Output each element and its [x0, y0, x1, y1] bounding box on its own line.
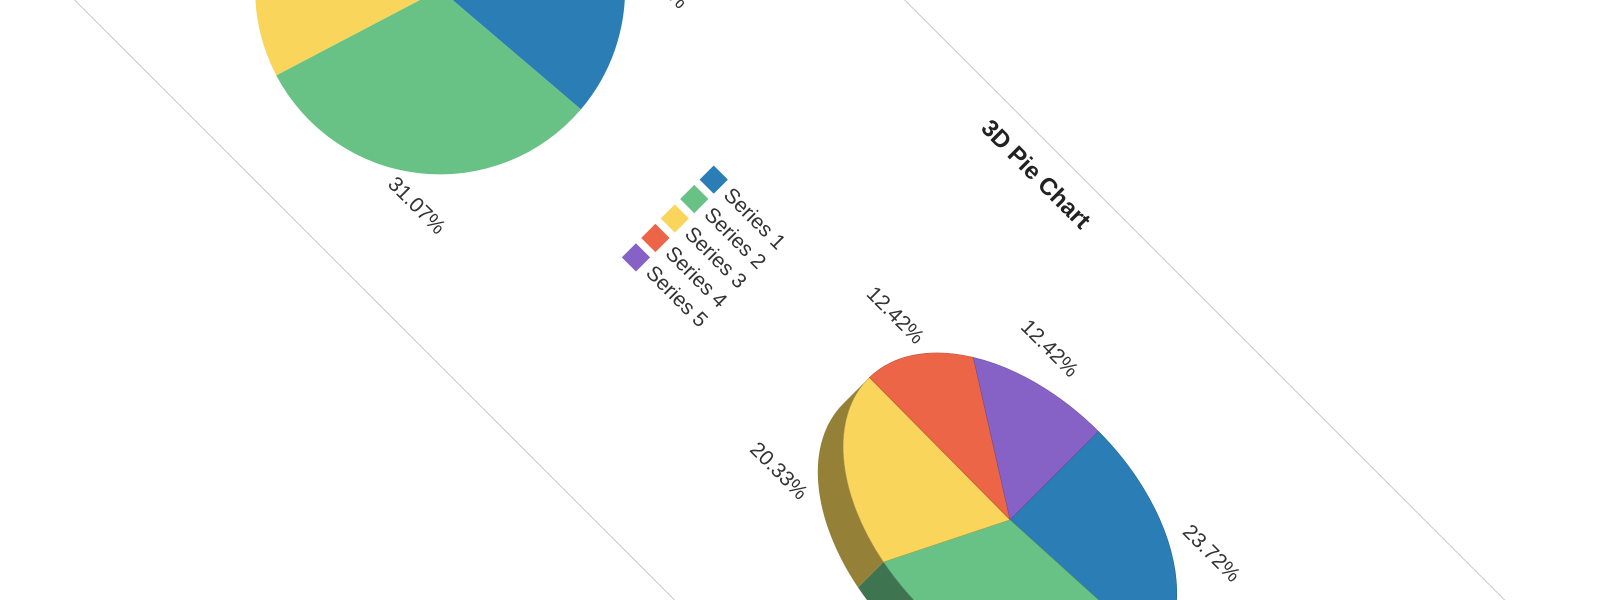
pie-slice [255, 0, 441, 76]
legend-swatch [660, 204, 689, 233]
slice-side [858, 561, 1152, 600]
slice-side [817, 378, 884, 588]
legend-swatch [699, 165, 728, 194]
legend-swatch [621, 243, 651, 272]
pie-slice [843, 377, 1011, 563]
slice-label: 31.07% [383, 172, 450, 239]
card-border [3, 0, 1600, 600]
slice-label: 20.33% [745, 438, 812, 505]
pie-slice [869, 352, 1011, 521]
slice-label: 23.72% [626, 0, 693, 13]
pie-slice [1009, 430, 1177, 600]
pie-slice [276, 0, 581, 175]
slice-label: 12.42% [1016, 315, 1083, 382]
slice-label: 12.42% [862, 282, 929, 349]
legend-swatch [680, 184, 709, 214]
chart-title: 3D Pie Chart [976, 115, 1096, 235]
legend-swatch [641, 223, 670, 253]
pie-slice [440, 0, 626, 110]
slice-label: 23.72% [1178, 520, 1245, 587]
pie-slice [972, 357, 1099, 521]
card-border [0, 0, 1428, 600]
pie-slice [883, 519, 1159, 600]
